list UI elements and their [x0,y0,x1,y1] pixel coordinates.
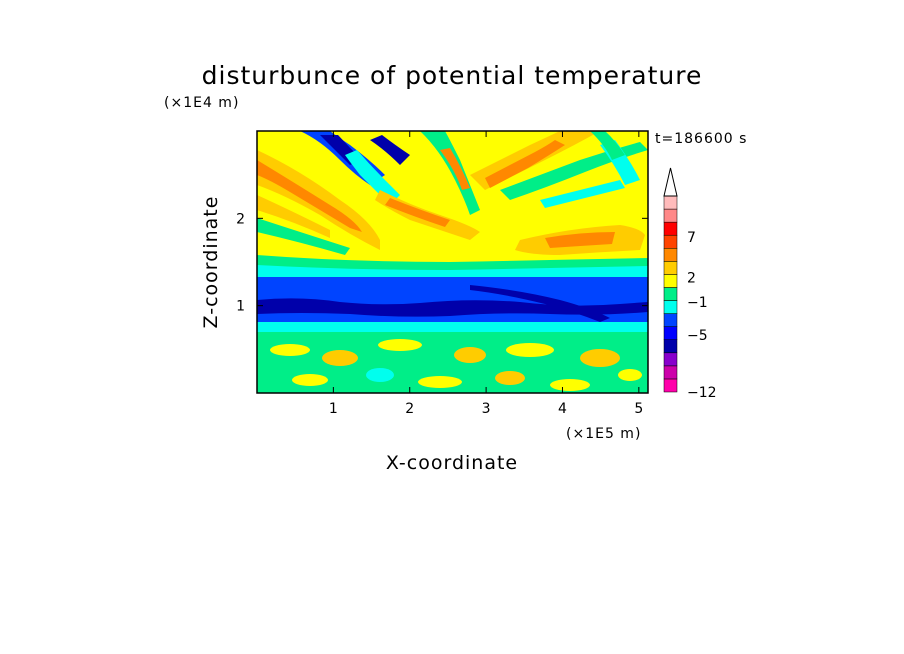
plot-area [257,131,648,393]
wave-band [485,140,565,188]
colorbar-swatch [663,274,678,288]
colorbar-swatch [663,221,678,236]
wave-band [420,131,480,215]
colorbar-label: 7 [687,230,696,246]
upper-wave-field [257,131,648,278]
time-label: t=186600 s [655,131,747,147]
colorbar-swatch [663,234,678,249]
x-tick-label: 4 [558,401,567,417]
colorbar-swatch [663,339,678,354]
y-axis-unit: (×1E4 m) [164,95,239,111]
y-tick-label: 2 [236,211,245,227]
blob [550,379,590,391]
blob [366,368,394,382]
colorbar-label: −1 [687,295,708,311]
colorbar-label: −5 [687,328,708,344]
plot-frame [256,130,649,394]
layer-band [257,322,648,332]
chart-title: disturbunce of potential temperature [202,61,703,90]
wave-band [385,198,450,227]
colorbar-swatch [663,261,678,275]
colorbar: 7 2 −1 −5 −12 [663,167,717,401]
layer-core [470,285,610,322]
wave-band [370,135,410,165]
wave-band [257,160,362,232]
wave-band [257,238,340,258]
colorbar-swatch [663,248,678,262]
y-axis-label: Z-coordinate [200,196,222,329]
layer-core [257,298,648,317]
cold-layer [257,277,648,332]
blob [292,374,328,386]
wave-band [257,195,330,238]
colorbar-extend-arrow [663,167,678,197]
x-tick-label: 2 [405,401,414,417]
colorbar-swatch [663,378,678,393]
x-axis: 1 2 3 4 5 [329,131,643,417]
colorbar-swatch [663,365,678,380]
y-tick-label: 1 [236,299,245,315]
x-axis-label: X-coordinate [386,452,518,474]
colorbar-swatch [663,313,678,327]
wave-band [257,218,350,255]
blob [495,371,525,385]
x-tick-label: 5 [634,401,643,417]
colorbar-swatch [663,300,678,314]
colorbar-label: −12 [687,385,717,401]
blob [322,350,358,366]
colorbar-swatch [663,326,678,340]
wave-band [540,180,625,208]
blob [580,349,620,367]
wave-band [440,148,470,190]
lower-field [257,332,648,393]
x-axis-unit: (×1E5 m) [566,426,641,442]
blob [418,376,462,388]
colorbar-swatch [663,195,678,210]
colorbar-label: 2 [687,271,696,287]
blob [618,369,642,381]
blob [506,343,554,357]
blob [378,339,422,351]
y-axis: 12 [236,211,648,315]
blob [270,344,310,356]
colorbar-swatch [663,352,678,367]
x-tick-label: 1 [329,401,338,417]
wave-band [257,265,648,278]
wave-band [590,131,625,160]
wave-band [345,150,400,205]
wave-band [545,232,615,248]
blob [454,347,486,363]
colorbar-swatch [663,287,678,301]
x-tick-label: 3 [482,401,491,417]
colorbar-swatch [663,208,678,223]
